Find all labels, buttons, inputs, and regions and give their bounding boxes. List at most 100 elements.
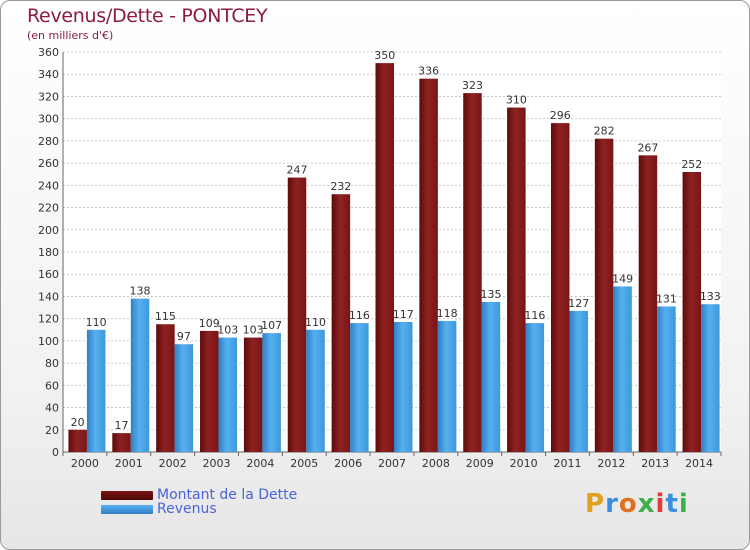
x-tick-label: 2012: [597, 457, 625, 470]
bar-debt: [507, 107, 526, 453]
proxiti-logo: Proxiti: [585, 489, 689, 519]
y-tick-label: 40: [45, 402, 59, 415]
y-tick-label: 80: [45, 357, 59, 370]
x-tick-label: 2002: [159, 457, 187, 470]
legend-item-debt: Montant de la Dette: [101, 487, 298, 503]
legend-label-revenue: Revenus: [157, 501, 217, 517]
data-label-revenue: 103: [217, 324, 238, 337]
data-label-debt: 336: [418, 65, 439, 78]
data-label-revenue: 131: [656, 292, 677, 305]
data-label-revenue: 110: [305, 316, 326, 329]
data-label-debt: 115: [155, 310, 176, 323]
y-tick-label: 240: [38, 179, 59, 192]
bar-debt: [243, 337, 263, 452]
logo-letter: P: [585, 489, 606, 519]
x-tick-label: 2001: [115, 457, 143, 470]
data-label-debt: 267: [637, 141, 658, 154]
bar-debt: [594, 138, 614, 452]
bar-revenue: [262, 333, 281, 452]
y-tick-label: 0: [52, 446, 59, 459]
y-tick-label: 280: [38, 135, 59, 148]
data-label-revenue: 117: [393, 308, 414, 321]
x-tick-label: 2009: [466, 457, 494, 470]
y-tick-label: 260: [38, 157, 59, 170]
y-tick-label: 60: [45, 379, 59, 392]
data-label-revenue: 149: [612, 272, 633, 285]
y-tick-label: 20: [45, 424, 59, 437]
logo-letter: x: [637, 489, 656, 519]
x-tick-label: 2000: [71, 457, 99, 470]
y-tick-label: 140: [38, 290, 59, 303]
data-label-debt: 20: [71, 416, 85, 429]
y-tick-label: 360: [38, 46, 59, 59]
bar-revenue: [701, 304, 720, 452]
data-label-revenue: 110: [86, 316, 107, 329]
y-tick-label: 160: [38, 268, 59, 281]
data-label-debt: 109: [199, 317, 220, 330]
y-tick-label: 200: [38, 224, 59, 237]
y-tick-label: 100: [38, 335, 59, 348]
bar-debt: [638, 155, 658, 453]
data-label-debt: 17: [115, 419, 129, 432]
bar-revenue: [657, 306, 676, 452]
data-label-revenue: 138: [130, 285, 151, 298]
bar-debt: [550, 123, 570, 452]
chart-title: Revenus/Dette - PONTCEY: [27, 5, 268, 27]
data-label-debt: 247: [287, 164, 308, 177]
y-tick-label: 340: [38, 68, 59, 81]
x-tick-label: 2011: [553, 457, 581, 470]
y-tick-label: 320: [38, 90, 59, 103]
data-label-debt: 232: [330, 180, 351, 193]
data-label-revenue: 118: [437, 307, 458, 320]
data-label-revenue: 116: [349, 309, 370, 322]
logo-letter: i: [655, 489, 666, 519]
x-tick-label: 2005: [290, 457, 318, 470]
y-tick-label: 220: [38, 202, 59, 215]
x-tick-label: 2014: [685, 457, 713, 470]
y-tick-label: 120: [38, 313, 59, 326]
data-label-revenue: 116: [524, 309, 545, 322]
data-label-revenue: 133: [700, 290, 721, 303]
logo-letter: r: [605, 489, 619, 519]
bar-debt: [200, 330, 219, 452]
data-label-debt: 282: [594, 125, 615, 138]
data-label-revenue: 107: [261, 319, 282, 332]
data-label-debt: 310: [506, 94, 527, 107]
x-tick-label: 2003: [203, 457, 231, 470]
bar-revenue: [218, 337, 238, 452]
bar-debt: [375, 63, 394, 452]
data-label-revenue: 127: [568, 297, 589, 310]
chart-subtitle: (en milliers d'€): [27, 29, 114, 42]
bar-debt: [156, 324, 175, 452]
bar-revenue: [394, 322, 413, 452]
x-tick-label: 2007: [378, 457, 406, 470]
bar-revenue: [525, 323, 545, 452]
legend-swatch-debt: [101, 490, 153, 500]
bar-revenue: [350, 323, 369, 452]
bar-debt: [68, 429, 87, 452]
bar-debt: [112, 433, 131, 452]
y-tick-label: 180: [38, 246, 59, 259]
bar-debt: [682, 172, 702, 452]
data-label-debt: 296: [550, 109, 571, 122]
bar-revenue: [174, 344, 194, 452]
x-tick-label: 2010: [510, 457, 538, 470]
x-tick-label: 2008: [422, 457, 450, 470]
logo-letter: o: [618, 489, 638, 519]
bar-revenue: [569, 310, 588, 452]
data-label-debt: 252: [681, 158, 702, 171]
legend-item-revenue: Revenus: [101, 501, 217, 517]
bar-debt: [287, 177, 307, 453]
logo-letter: i: [678, 489, 689, 519]
x-tick-label: 2004: [246, 457, 274, 470]
data-label-debt: 103: [243, 324, 264, 337]
bar-revenue: [481, 302, 501, 452]
bar-debt: [419, 78, 438, 453]
bar-revenue: [130, 298, 150, 452]
bar-revenue: [437, 320, 457, 452]
legend-label-debt: Montant de la Dette: [157, 487, 298, 503]
logo-letter: t: [665, 489, 679, 519]
data-label-revenue: 97: [177, 330, 191, 343]
